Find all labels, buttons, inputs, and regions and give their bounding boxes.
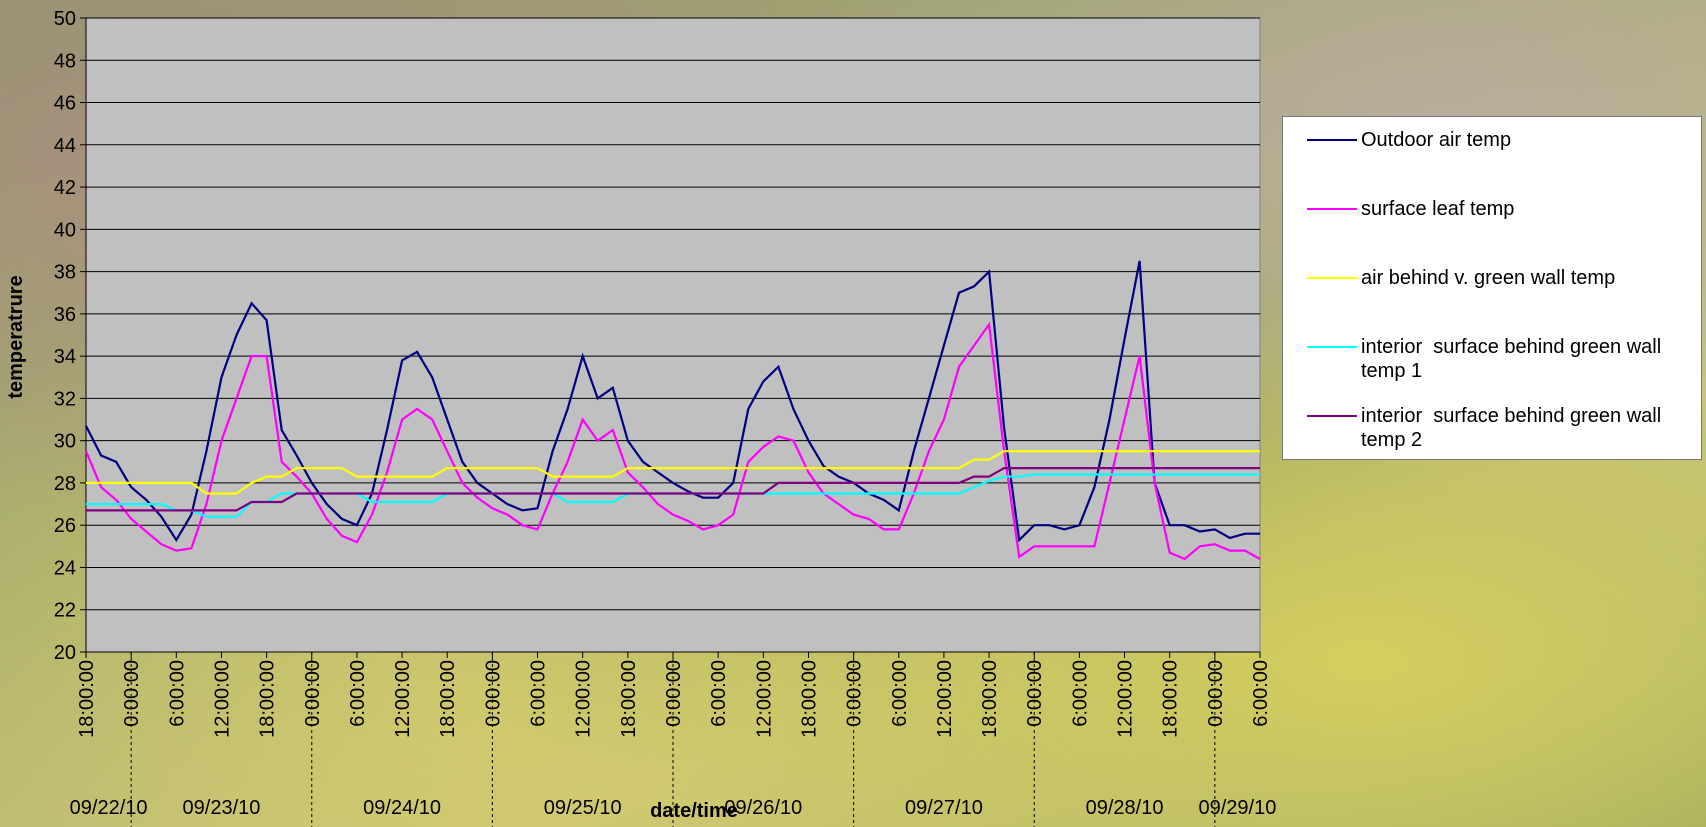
legend-entry: air behind v. green wall temp xyxy=(1283,266,1701,335)
legend-swatch xyxy=(1307,277,1357,279)
x-tick-label: 12:00:00 xyxy=(392,660,414,738)
legend-label: interior surface behind green wall temp … xyxy=(1361,335,1691,383)
legend-swatch xyxy=(1307,415,1357,417)
day-label: 09/24/10 xyxy=(363,797,441,819)
x-tick-label: 18:00:00 xyxy=(618,660,640,738)
day-label: 09/28/10 xyxy=(1086,797,1164,819)
x-tick-label: 6:00:00 xyxy=(889,660,911,727)
day-label: 09/26/10 xyxy=(724,797,802,819)
y-tick-label: 36 xyxy=(54,304,76,326)
legend-entry: Outdoor air temp xyxy=(1283,128,1701,197)
x-tick-label: 6:00:00 xyxy=(528,660,550,727)
day-label: 09/27/10 xyxy=(905,797,983,819)
x-tick-label: 6:00:00 xyxy=(1250,660,1272,727)
x-tick-label: 12:00:00 xyxy=(753,660,775,738)
x-tick-label: 12:00:00 xyxy=(573,660,595,738)
x-tick-label: 0:00:00 xyxy=(302,660,324,727)
x-tick-label: 0:00:00 xyxy=(1024,660,1046,727)
x-tick-label: 18:00:00 xyxy=(1160,660,1182,738)
x-tick-label: 0:00:00 xyxy=(844,660,866,727)
x-tick-label: 12:00:00 xyxy=(211,660,233,738)
page: temperatrure date/time 20222426283032343… xyxy=(0,0,1706,827)
x-tick-label: 12:00:00 xyxy=(1115,660,1137,738)
legend: Outdoor air temp surface leaf temp air beh… xyxy=(1282,116,1702,460)
x-tick-label: 6:00:00 xyxy=(708,660,730,727)
y-tick-label: 44 xyxy=(54,135,76,157)
y-tick-label: 38 xyxy=(54,262,76,284)
y-tick-label: 32 xyxy=(54,388,76,410)
day-label: 09/25/10 xyxy=(544,797,622,819)
legend-label: Outdoor air temp xyxy=(1361,128,1691,152)
legend-label: surface leaf temp xyxy=(1361,197,1691,221)
y-tick-label: 30 xyxy=(54,431,76,453)
y-tick-label: 50 xyxy=(54,8,76,30)
x-tick-label: 18:00:00 xyxy=(76,660,98,738)
plot-area xyxy=(86,18,1260,652)
legend-label: air behind v. green wall temp xyxy=(1361,266,1691,290)
legend-swatch xyxy=(1307,346,1357,348)
y-tick-label: 26 xyxy=(54,515,76,537)
y-tick-label: 48 xyxy=(54,50,76,72)
day-label: 09/23/10 xyxy=(183,797,261,819)
x-tick-label: 18:00:00 xyxy=(798,660,820,738)
y-tick-label: 24 xyxy=(54,557,76,579)
y-tick-label: 28 xyxy=(54,473,76,495)
x-tick-label: 0:00:00 xyxy=(121,660,143,727)
y-axis-label: temperatrure xyxy=(5,275,27,398)
legend-swatch xyxy=(1307,208,1357,210)
x-tick-label: 18:00:00 xyxy=(437,660,459,738)
y-tick-label: 34 xyxy=(54,346,76,368)
x-tick-label: 18:00:00 xyxy=(979,660,1001,738)
legend-entry: interior surface behind green wall temp … xyxy=(1283,404,1701,473)
legend-entry: surface leaf temp xyxy=(1283,197,1701,266)
x-tick-label: 18:00:00 xyxy=(257,660,279,738)
y-tick-label: 22 xyxy=(54,600,76,622)
x-tick-label: 6:00:00 xyxy=(1069,660,1091,727)
x-tick-label: 0:00:00 xyxy=(482,660,504,727)
day-label: 09/29/10 xyxy=(1198,797,1276,819)
y-tick-label: 46 xyxy=(54,93,76,115)
x-tick-label: 0:00:00 xyxy=(1205,660,1227,727)
y-tick-label: 40 xyxy=(54,219,76,241)
day-label: 09/22/10 xyxy=(70,797,148,819)
x-tick-label: 12:00:00 xyxy=(934,660,956,738)
legend-label: interior surface behind green wall temp … xyxy=(1361,404,1691,452)
y-tick-label: 42 xyxy=(54,177,76,199)
x-tick-label: 6:00:00 xyxy=(347,660,369,727)
legend-swatch xyxy=(1307,139,1357,141)
legend-entry: interior surface behind green wall temp … xyxy=(1283,335,1701,404)
x-tick-label: 0:00:00 xyxy=(663,660,685,727)
x-tick-label: 6:00:00 xyxy=(166,660,188,727)
y-tick-label: 20 xyxy=(54,642,76,664)
